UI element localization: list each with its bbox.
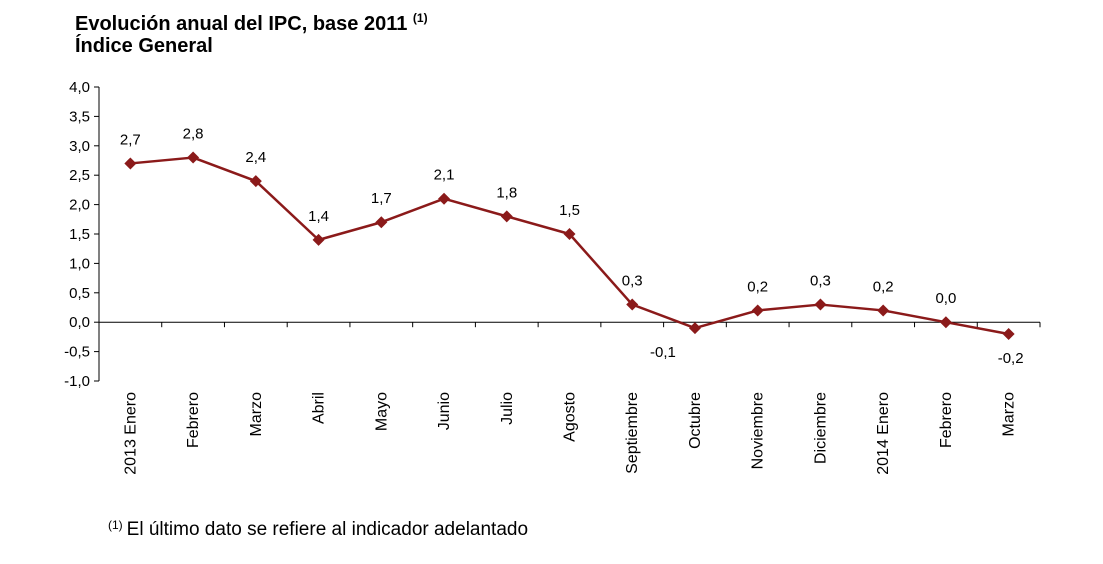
x-tick-label: Agosto [562, 392, 579, 442]
title-note: (1) [412, 11, 428, 25]
y-tick-label: -1,0 [64, 373, 90, 390]
y-tick-label: 1,0 [69, 255, 90, 272]
data-point [249, 175, 262, 188]
data-label: -0,2 [998, 350, 1024, 367]
data-point [877, 304, 890, 317]
x-tick-label: Julio [499, 392, 516, 425]
x-tick-label: Noviembre [750, 392, 767, 469]
x-tick-label: Septiembre [624, 392, 641, 474]
x-tick-label: Diciembre [812, 392, 829, 464]
data-label: 2,8 [183, 126, 204, 143]
y-tick-label: -0,5 [64, 344, 90, 361]
footnote: (1) El último dato se refiere al indicado… [108, 518, 528, 541]
data-label: 1,5 [559, 202, 580, 219]
data-point [814, 298, 827, 311]
data-label: 1,8 [496, 184, 517, 201]
y-tick-label: 2,0 [69, 197, 90, 214]
x-tick-label: 2014 Enero [875, 392, 892, 475]
data-label: 1,7 [371, 190, 392, 207]
y-tick-label: 3,5 [69, 108, 90, 125]
data-point [1002, 327, 1015, 340]
footnote-text: El último dato se refiere al indicador a… [126, 519, 529, 540]
data-label: 0,2 [747, 278, 768, 295]
x-tick-label: Abril [311, 392, 328, 424]
data-point [939, 316, 952, 329]
data-label: 2,4 [245, 149, 266, 166]
data-label: 2,7 [120, 131, 141, 148]
data-label: 2,1 [434, 167, 455, 184]
data-point [500, 210, 513, 223]
data-point [563, 228, 576, 240]
data-point [626, 298, 639, 311]
x-tick-label: Marzo [248, 392, 265, 437]
data-label: 0,2 [873, 278, 894, 295]
data-label: -0,1 [650, 344, 676, 361]
data-point [312, 233, 325, 246]
y-tick-label: 4,0 [69, 79, 90, 96]
data-label: 1,4 [308, 208, 329, 225]
data-point [124, 157, 137, 170]
data-point [751, 304, 764, 317]
x-tick-label: Febrero [938, 392, 955, 448]
chart-subtitle: Índice General [75, 35, 213, 57]
footnote-marker: (1) [108, 518, 123, 532]
x-tick-label: 2013 Enero [122, 392, 139, 475]
chart-title: Evolución anual del IPC, base 2011 (1) [75, 11, 428, 35]
data-point [688, 322, 701, 335]
data-point [375, 216, 388, 229]
series-line [130, 156, 1009, 336]
y-tick-label: 0,0 [69, 314, 90, 331]
y-tick-label: 1,5 [69, 226, 90, 243]
y-tick-label: 3,0 [69, 138, 90, 155]
y-tick-label: 2,5 [69, 167, 90, 184]
data-label: 0,0 [935, 290, 956, 307]
x-tick-label: Junio [436, 392, 453, 430]
y-tick-label: 0,5 [69, 285, 90, 302]
x-tick-label: Marzo [1001, 392, 1018, 437]
data-label: 0,3 [810, 273, 831, 290]
x-tick-label: Febrero [185, 392, 202, 448]
x-tick-label: Octubre [687, 392, 704, 449]
data-label: 0,3 [622, 273, 643, 290]
x-tick-label: Mayo [373, 392, 390, 431]
data-point [187, 151, 200, 164]
data-point [438, 192, 451, 205]
